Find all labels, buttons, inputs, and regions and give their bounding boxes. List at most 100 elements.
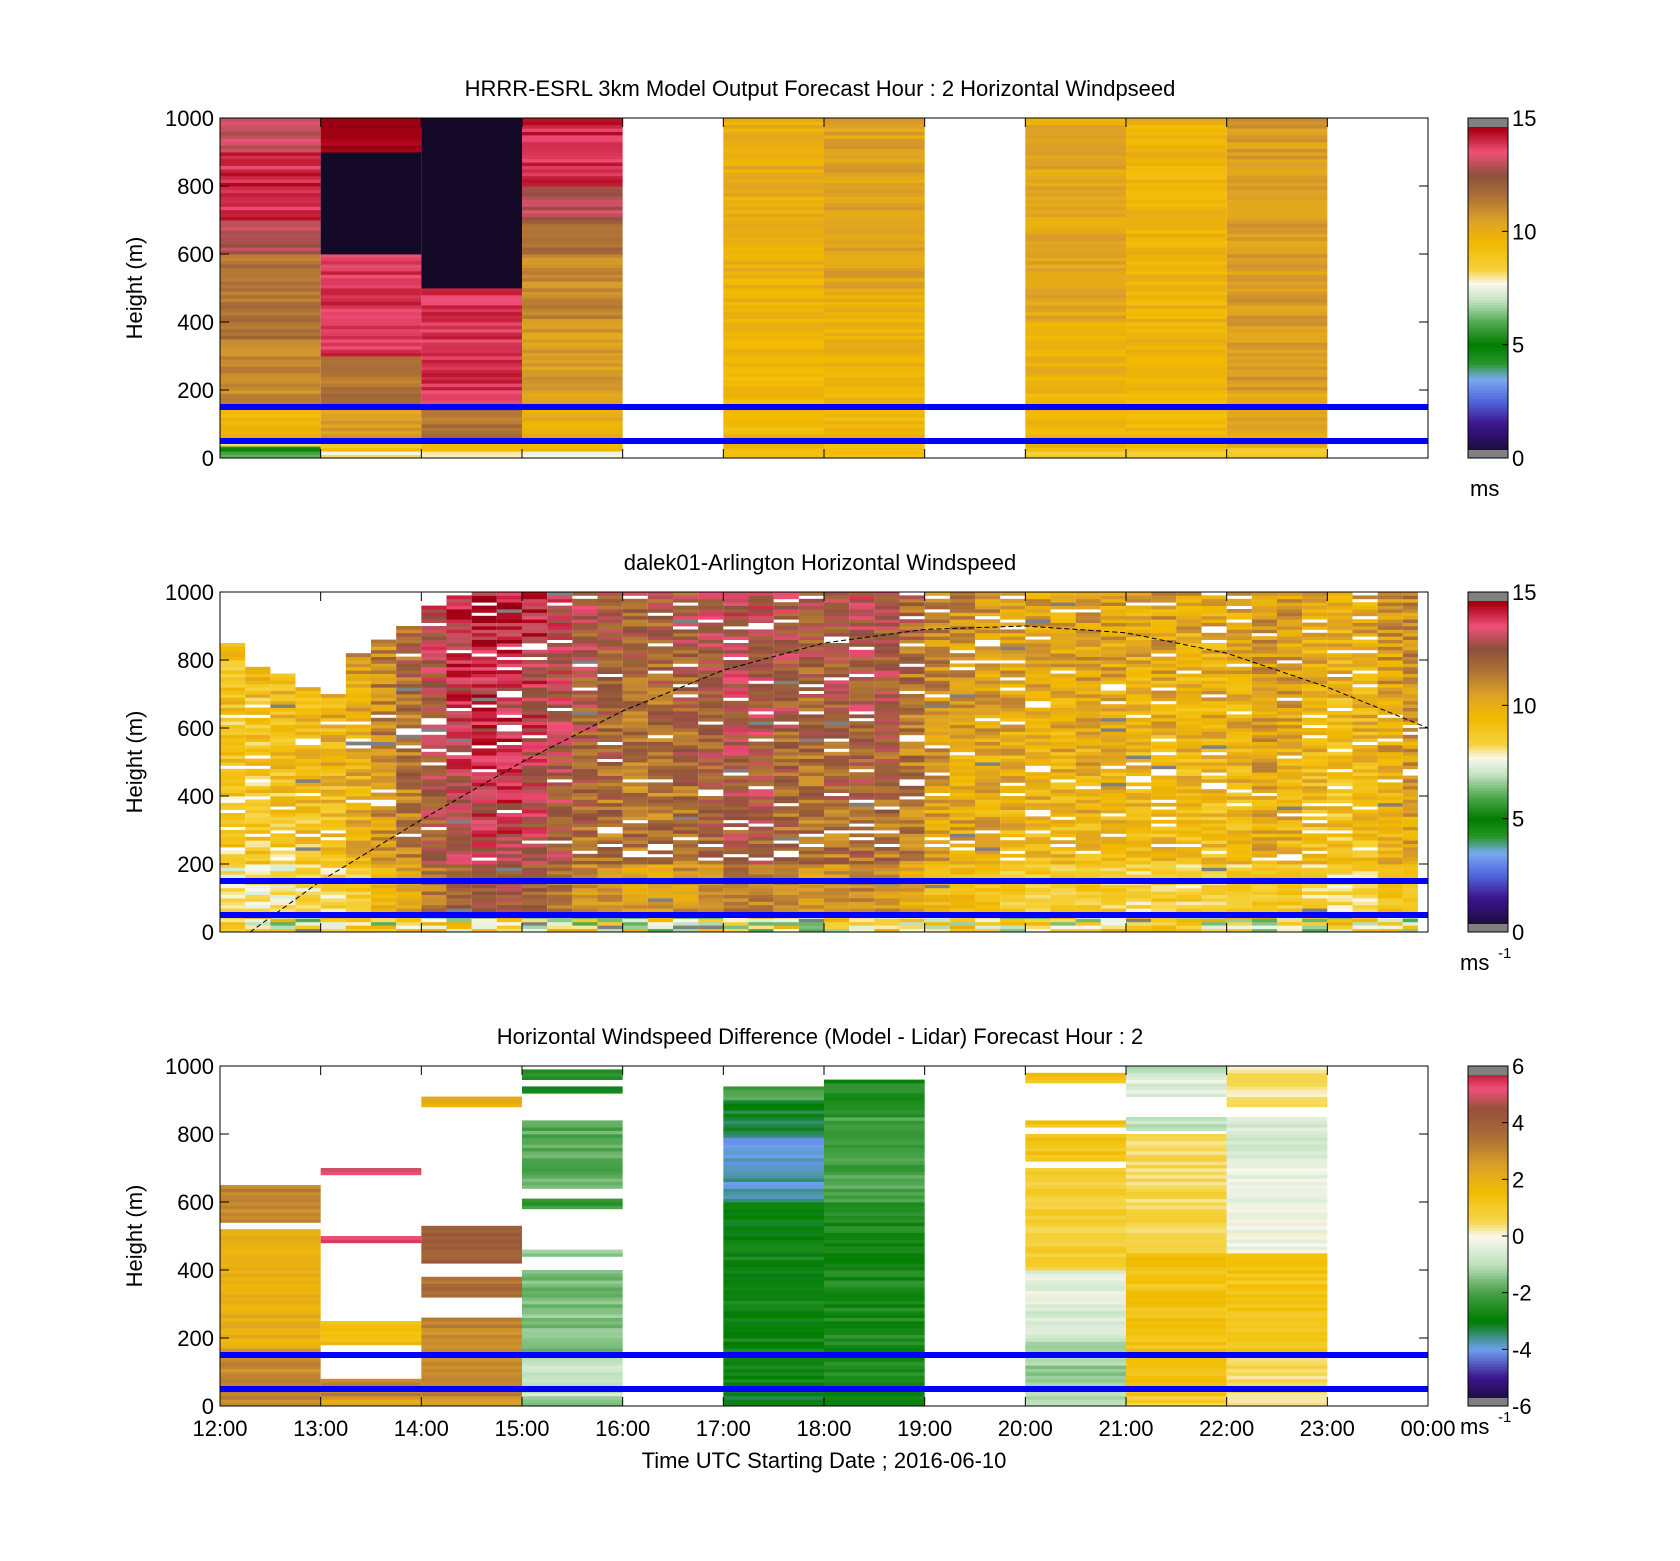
- heatmap-cell: [597, 867, 623, 872]
- heatmap-cell: [1226, 660, 1252, 664]
- heatmap-cell: [1151, 847, 1177, 851]
- heatmap-cell: [622, 721, 648, 725]
- heatmap-cell: [1151, 639, 1177, 644]
- heatmap-cell: [522, 430, 623, 435]
- heatmap-cell: [522, 830, 548, 834]
- heatmap-cell: [1201, 796, 1227, 800]
- heatmap-cell: [496, 721, 522, 725]
- heatmap-cell: [1176, 887, 1202, 892]
- heatmap-cell: [924, 592, 950, 596]
- heatmap-cell: [1277, 738, 1303, 742]
- heatmap-cell: [270, 928, 296, 933]
- heatmap-cell: [748, 721, 774, 725]
- heatmap-cell: [798, 840, 824, 844]
- heatmap-cell: [345, 802, 371, 807]
- heatmap-cell: [874, 619, 900, 623]
- heatmap-cell: [446, 918, 472, 923]
- heatmap-cell: [320, 301, 422, 306]
- heatmap-cell: [723, 711, 749, 715]
- heatmap-cell: [1000, 694, 1026, 698]
- heatmap-cell: [1000, 785, 1026, 790]
- heatmap-cell: [723, 247, 824, 251]
- heatmap-cell: [798, 626, 824, 630]
- heatmap-cell: [1100, 925, 1126, 929]
- heatmap-cell: [371, 853, 397, 858]
- heatmap-cell: [270, 704, 296, 708]
- heatmap-cell: [1050, 721, 1076, 725]
- heatmap-cell: [1201, 670, 1227, 674]
- heatmap-cell: [673, 887, 699, 892]
- heatmap-cell: [723, 646, 749, 651]
- heatmap-cell: [899, 887, 925, 892]
- heatmap-cell: [723, 908, 749, 912]
- heatmap-cell: [446, 711, 472, 715]
- heatmap-cell: [748, 840, 774, 844]
- heatmap-cell: [1025, 802, 1051, 807]
- heatmap-cell: [723, 690, 749, 695]
- heatmap-cell: [622, 660, 648, 664]
- heatmap-cell: [698, 782, 724, 787]
- heatmap-cell: [1302, 792, 1328, 797]
- heatmap-cell: [547, 598, 573, 603]
- heatmap-cell: [1126, 284, 1227, 289]
- heatmap-cell: [949, 711, 975, 715]
- heatmap-cell: [1251, 707, 1277, 712]
- heatmap-cell: [220, 301, 321, 306]
- heatmap-cell: [1226, 169, 1328, 173]
- heatmap-cell: [421, 728, 447, 732]
- heatmap-cell: [899, 762, 925, 766]
- heatmap-cell: [1126, 704, 1152, 708]
- heatmap-cell: [1226, 602, 1252, 606]
- heatmap-cell: [295, 745, 321, 749]
- heatmap-cell: [1226, 230, 1328, 234]
- heatmap-cell: [748, 918, 774, 923]
- heatmap-cell: [1025, 731, 1051, 736]
- heatmap-cell: [1050, 758, 1076, 763]
- heatmap-cell: [220, 209, 321, 214]
- heatmap-cell: [748, 632, 774, 637]
- heatmap-cell: [849, 595, 875, 600]
- heatmap-cell: [723, 135, 824, 139]
- heatmap-cell: [1100, 802, 1126, 807]
- heatmap-cell: [1126, 646, 1152, 651]
- heatmap-cell: [924, 721, 950, 725]
- heatmap-cell: [421, 660, 447, 664]
- heatmap-cell: [396, 683, 422, 688]
- heatmap-cell: [446, 789, 472, 793]
- heatmap-cell: [1126, 322, 1227, 326]
- heatmap-cell: [572, 721, 598, 725]
- heatmap-cell: [396, 649, 422, 654]
- heatmap-cell: [824, 182, 925, 187]
- heatmap-cell: [371, 864, 397, 868]
- heatmap-cell: [622, 677, 648, 681]
- heatmap-cell: [824, 396, 925, 401]
- heatmap-cell: [1025, 663, 1051, 668]
- heatmap-cell: [899, 622, 925, 627]
- heatmap-cell: [824, 629, 850, 634]
- heatmap-cell: [1100, 660, 1126, 664]
- heatmap-cell: [748, 826, 774, 831]
- heatmap-cell: [924, 891, 950, 895]
- heatmap-cell: [270, 823, 296, 827]
- heatmap-cell: [824, 853, 850, 858]
- heatmap-cell: [421, 352, 522, 357]
- heatmap-cell: [924, 809, 950, 814]
- heatmap-cell: [1226, 444, 1328, 449]
- heatmap-cell: [798, 697, 824, 702]
- heatmap-cell: [1126, 738, 1152, 742]
- heatmap-cell: [572, 745, 598, 749]
- heatmap-cell: [1025, 792, 1051, 797]
- heatmap-cell: [798, 609, 824, 613]
- heatmap-cell: [698, 874, 724, 878]
- heatmap-cell: [1226, 867, 1252, 872]
- heatmap-cell: [1000, 864, 1026, 868]
- heatmap-cell: [1151, 670, 1177, 674]
- heatmap-cell: [723, 158, 824, 163]
- heatmap-cell: [446, 748, 472, 753]
- heatmap-cell: [295, 785, 321, 790]
- heatmap-cell: [975, 602, 1001, 606]
- heatmap-cell: [798, 894, 824, 899]
- heatmap-cell: [421, 663, 447, 668]
- heatmap-cell: [345, 731, 371, 736]
- heatmap-cell: [597, 738, 623, 742]
